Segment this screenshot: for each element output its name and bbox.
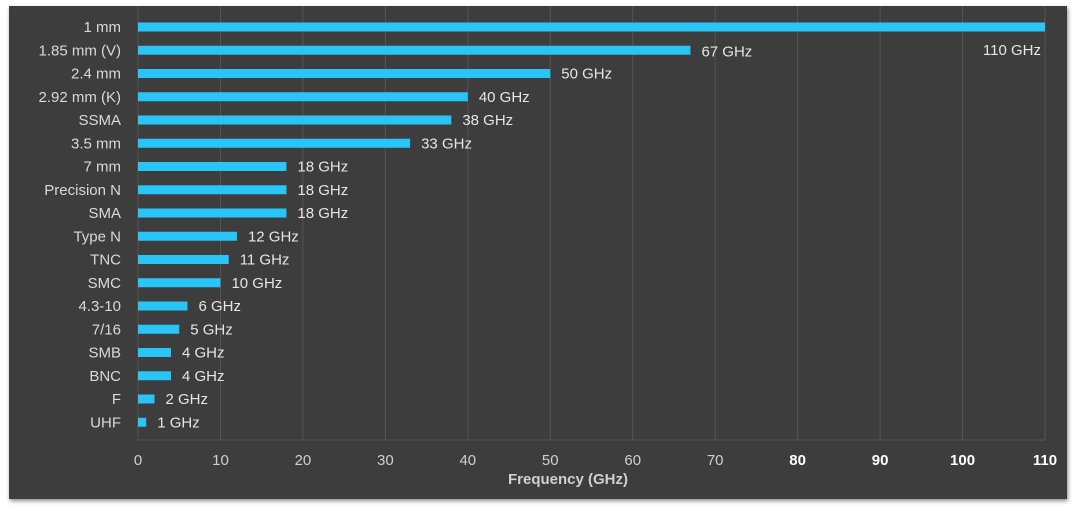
- data-label: 38 GHz: [462, 112, 513, 129]
- x-tick-labels: 0 10 20 30 40 50 60 70 80 90 100 110: [134, 452, 1057, 469]
- data-label: 18 GHz: [297, 182, 348, 199]
- x-tick-label: 0: [134, 452, 142, 469]
- bar: [138, 69, 551, 78]
- data-label: 1 GHz: [157, 414, 200, 431]
- category-label: TNC: [90, 252, 121, 269]
- bar: [138, 278, 221, 288]
- grid-lines: [137, 6, 1046, 441]
- data-label: 4 GHz: [182, 345, 225, 362]
- category-label: 1 mm: [84, 19, 122, 36]
- x-tick-label: 60: [624, 452, 641, 469]
- x-tick-label: 110: [1033, 452, 1057, 469]
- category-label: 1.85 mm (V): [38, 42, 121, 59]
- x-tick-label: 80: [789, 452, 806, 469]
- data-label: 33 GHz: [421, 135, 472, 152]
- bar: [138, 255, 229, 264]
- x-tick-label: 70: [707, 452, 724, 469]
- value-labels: 110 GHz 67 GHz 50 GHz 40 GHz 38 GHz 33 GHz 18 …: [157, 42, 1041, 431]
- data-label: 4 GHz: [182, 368, 225, 385]
- bar-chart: 1 mm 1.85 mm (V) 2.4 mm 2.92 mm (K) SSMA 3.5 …: [38, 6, 1057, 488]
- x-tick-label: 10: [212, 452, 229, 469]
- category-label: SMB: [88, 345, 121, 362]
- bar: [138, 394, 155, 404]
- category-label: F: [112, 391, 121, 408]
- category-label: BNC: [89, 368, 121, 385]
- data-label: 40 GHz: [479, 89, 530, 106]
- data-label: 10 GHz: [231, 275, 282, 292]
- bar: [138, 301, 188, 311]
- category-labels: 1 mm 1.85 mm (V) 2.4 mm 2.92 mm (K) SSMA 3.5 …: [38, 19, 121, 431]
- category-label: 7/16: [92, 321, 121, 338]
- x-tick-label: 50: [542, 452, 559, 469]
- data-label: 67 GHz: [701, 43, 752, 60]
- category-label: 3.5 mm: [71, 135, 121, 152]
- category-label: 2.4 mm: [71, 66, 121, 83]
- category-label: 2.92 mm (K): [38, 89, 121, 106]
- data-label: 12 GHz: [248, 228, 299, 245]
- bar: [138, 231, 237, 241]
- x-tick-label: 100: [950, 452, 975, 469]
- bars: [138, 22, 1045, 427]
- category-label: UHF: [90, 414, 121, 431]
- x-tick-label: 20: [295, 452, 312, 469]
- bar: [138, 208, 287, 218]
- chart-panel: 1 mm 1.85 mm (V) 2.4 mm 2.92 mm (K) SSMA 3.5 …: [9, 6, 1067, 499]
- data-label: 6 GHz: [198, 298, 241, 315]
- x-tick-label: 40: [459, 452, 476, 469]
- x-tick-label: 90: [872, 452, 889, 469]
- category-label: SSMA: [78, 112, 121, 129]
- bar: [138, 22, 1045, 32]
- x-tick-label: 30: [377, 452, 394, 469]
- data-label: 50 GHz: [561, 66, 612, 83]
- bar: [138, 324, 180, 334]
- bar: [138, 92, 468, 102]
- bar: [138, 115, 452, 125]
- category-label: Precision N: [44, 182, 121, 199]
- bar: [138, 162, 287, 171]
- category-label: 7 mm: [84, 159, 122, 176]
- category-label: Type N: [73, 228, 121, 245]
- x-axis-title: Frequency (GHz): [508, 471, 628, 488]
- bar: [138, 185, 287, 195]
- bar: [138, 348, 171, 357]
- category-label: 4.3-10: [78, 298, 121, 315]
- data-label: 2 GHz: [165, 391, 208, 408]
- category-label: SMA: [88, 205, 121, 222]
- bar: [138, 417, 147, 427]
- data-label: 110 GHz: [983, 42, 1041, 59]
- category-label: SMC: [88, 275, 122, 292]
- bar: [138, 45, 691, 55]
- data-label: 11 GHz: [240, 252, 290, 269]
- data-label: 18 GHz: [297, 159, 348, 176]
- data-label: 18 GHz: [297, 205, 348, 222]
- data-label: 5 GHz: [190, 321, 233, 338]
- bar: [138, 138, 411, 148]
- bar: [138, 371, 171, 381]
